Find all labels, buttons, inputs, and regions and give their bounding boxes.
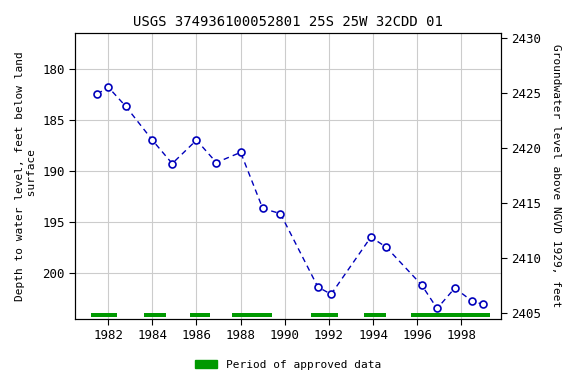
Y-axis label: Groundwater level above NGVD 1929, feet: Groundwater level above NGVD 1929, feet [551,44,561,308]
Y-axis label: Depth to water level, feet below land
 surface: Depth to water level, feet below land su… [15,51,37,301]
Legend: Period of approved data: Period of approved data [191,356,385,375]
Title: USGS 374936100052801 25S 25W 32CDD 01: USGS 374936100052801 25S 25W 32CDD 01 [133,15,443,29]
